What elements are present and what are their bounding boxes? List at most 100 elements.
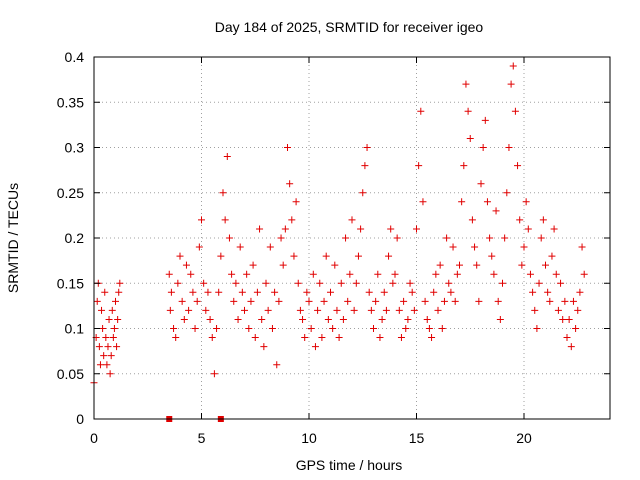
data-point bbox=[266, 243, 274, 251]
data-point bbox=[102, 334, 110, 342]
data-point bbox=[103, 361, 111, 369]
data-point bbox=[316, 279, 324, 287]
data-point bbox=[260, 343, 268, 351]
data-point bbox=[223, 153, 231, 161]
x-axis-label: GPS time / hours bbox=[296, 457, 403, 473]
data-point bbox=[176, 252, 184, 260]
data-point bbox=[333, 306, 341, 314]
x-tick-label: 10 bbox=[301, 430, 317, 446]
data-point bbox=[307, 325, 315, 332]
data-point bbox=[217, 252, 225, 260]
data-point bbox=[522, 198, 530, 206]
data-point bbox=[262, 279, 270, 287]
grid-lines bbox=[94, 57, 610, 419]
data-point bbox=[350, 306, 358, 314]
data-point bbox=[189, 288, 197, 296]
data-point bbox=[361, 162, 369, 170]
data-point bbox=[352, 279, 360, 287]
data-point bbox=[430, 288, 438, 296]
data-point bbox=[320, 297, 328, 305]
data-point bbox=[483, 198, 491, 206]
data-point bbox=[382, 306, 390, 314]
data-points bbox=[90, 62, 588, 387]
data-point bbox=[415, 162, 423, 170]
data-point bbox=[98, 306, 106, 314]
data-point bbox=[292, 198, 300, 206]
data-point bbox=[294, 279, 302, 287]
data-point bbox=[271, 288, 279, 296]
data-point bbox=[370, 325, 377, 332]
data-point bbox=[357, 225, 365, 233]
data-point bbox=[574, 306, 582, 314]
data-point bbox=[232, 279, 240, 287]
data-point bbox=[335, 334, 343, 342]
x-tick-label: 20 bbox=[516, 430, 532, 446]
data-point bbox=[492, 207, 500, 215]
data-point bbox=[264, 306, 272, 314]
data-point bbox=[174, 279, 182, 287]
data-point bbox=[509, 62, 517, 70]
data-point bbox=[245, 325, 253, 332]
data-point bbox=[400, 297, 408, 305]
data-point bbox=[468, 216, 476, 224]
data-point bbox=[251, 334, 259, 342]
data-point bbox=[456, 261, 463, 269]
data-point bbox=[170, 325, 178, 332]
data-point bbox=[546, 297, 554, 305]
y-tick-labels: 0 0.05 0.1 0.15 0.2 0.25 0.3 0.35 0.4 bbox=[57, 49, 84, 427]
data-point bbox=[193, 297, 201, 305]
data-point bbox=[578, 243, 586, 251]
y-tick-label: 0.3 bbox=[65, 140, 85, 156]
data-point bbox=[230, 297, 238, 305]
data-point bbox=[228, 270, 236, 278]
data-point bbox=[167, 288, 175, 296]
data-point bbox=[215, 288, 223, 296]
data-point bbox=[378, 315, 386, 323]
data-point bbox=[96, 361, 104, 369]
data-point bbox=[219, 189, 227, 197]
data-point bbox=[105, 315, 113, 323]
data-point bbox=[372, 297, 380, 305]
data-point bbox=[496, 315, 504, 323]
y-tick-label: 0.35 bbox=[57, 94, 84, 110]
data-point bbox=[178, 297, 186, 305]
y-tick-label: 0.25 bbox=[57, 185, 84, 201]
data-point bbox=[406, 279, 414, 287]
data-point bbox=[208, 334, 216, 342]
data-point bbox=[290, 252, 298, 260]
data-point bbox=[241, 306, 248, 314]
data-point bbox=[419, 198, 427, 206]
data-point bbox=[187, 270, 195, 278]
data-point bbox=[365, 288, 373, 296]
data-point bbox=[281, 225, 289, 233]
data-point bbox=[428, 334, 436, 342]
data-point bbox=[397, 334, 405, 342]
data-point bbox=[329, 325, 337, 332]
data-point bbox=[284, 144, 291, 151]
data-point bbox=[542, 261, 549, 269]
data-point bbox=[514, 162, 522, 170]
data-point bbox=[440, 297, 448, 305]
data-point bbox=[535, 279, 543, 287]
data-point bbox=[408, 288, 416, 296]
data-point bbox=[462, 80, 470, 88]
data-point bbox=[507, 80, 515, 88]
data-point bbox=[391, 270, 399, 278]
x-tick-label: 0 bbox=[90, 430, 98, 446]
y-tick-label: 0.2 bbox=[65, 230, 85, 246]
data-point bbox=[249, 261, 257, 269]
data-point bbox=[526, 270, 534, 278]
data-point bbox=[477, 180, 485, 188]
data-point bbox=[494, 297, 502, 305]
data-point bbox=[488, 252, 496, 260]
data-point bbox=[443, 234, 451, 242]
data-point bbox=[331, 261, 339, 269]
data-point bbox=[288, 216, 296, 224]
data-point bbox=[204, 288, 212, 296]
data-point bbox=[275, 297, 283, 305]
data-point bbox=[533, 325, 541, 332]
data-point bbox=[172, 334, 180, 342]
data-point bbox=[243, 270, 251, 278]
data-point bbox=[438, 325, 446, 332]
data-point bbox=[548, 252, 556, 260]
